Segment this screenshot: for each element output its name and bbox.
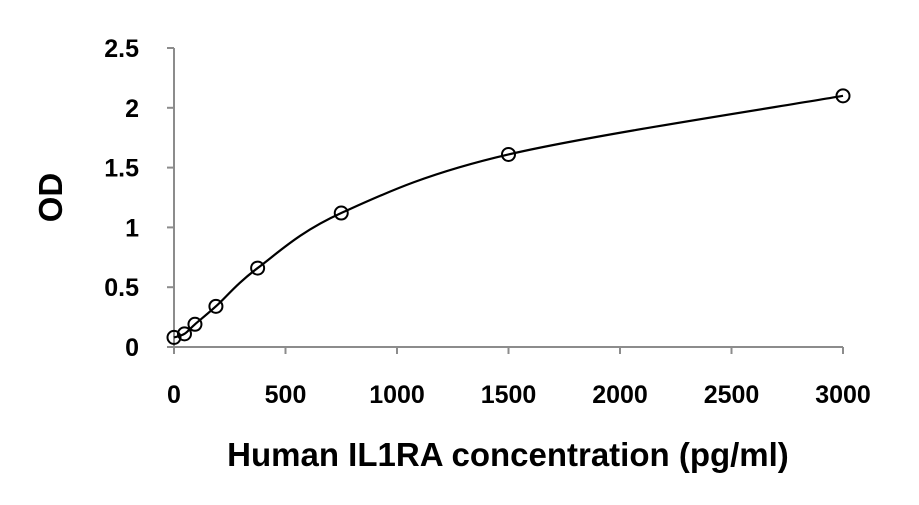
- x-tick-label: 3000: [815, 381, 871, 409]
- y-tick-label: 2: [125, 95, 139, 123]
- data-point: [208, 298, 224, 314]
- axes: 0 0.5 1 1.5 2 2.5 0 500 1000 1500 2000 2500 3000: [104, 35, 871, 409]
- data-point: [166, 329, 182, 345]
- data-point: [835, 88, 851, 104]
- fit-curve: [173, 94, 844, 339]
- y-axis-title: OD: [32, 173, 69, 223]
- data-point: [250, 260, 266, 276]
- y-tick-label: 1.5: [104, 155, 139, 183]
- x-tick-label: 1000: [369, 381, 425, 409]
- y-ticks: 0 0.5 1 1.5 2 2.5: [104, 35, 174, 362]
- x-tick-label: 500: [265, 381, 307, 409]
- x-axis-title: Human IL1RA concentration (pg/ml): [227, 436, 789, 473]
- x-ticks: 0 500 1000 1500 2000 2500 3000: [167, 347, 871, 409]
- x-tick-label: 0: [167, 381, 181, 409]
- x-tick-label: 2000: [592, 381, 648, 409]
- x-tick-label: 2500: [704, 381, 760, 409]
- y-tick-label: 2.5: [104, 35, 139, 63]
- data-point: [187, 316, 203, 332]
- y-tick-label: 0.5: [104, 274, 139, 302]
- y-tick-label: 1: [125, 214, 139, 242]
- y-tick-label: 0: [125, 334, 139, 362]
- data-point: [176, 326, 192, 342]
- data-points: [166, 88, 851, 345]
- x-tick-label: 1500: [481, 381, 537, 409]
- data-point: [333, 205, 349, 221]
- data-point: [501, 146, 516, 162]
